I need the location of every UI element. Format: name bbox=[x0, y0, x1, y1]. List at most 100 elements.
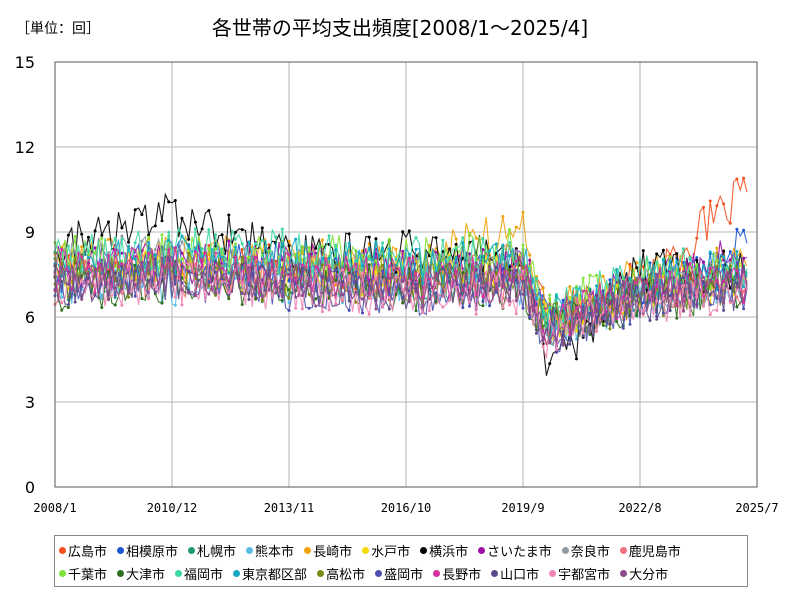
data-point bbox=[153, 290, 157, 294]
data-point bbox=[73, 235, 77, 238]
data-point bbox=[193, 227, 197, 231]
series-大分市 bbox=[53, 255, 748, 347]
data-point bbox=[514, 225, 518, 229]
data-point bbox=[220, 233, 224, 237]
data-point bbox=[220, 280, 224, 284]
data-point bbox=[254, 281, 258, 285]
data-point bbox=[341, 280, 344, 284]
data-point bbox=[227, 264, 231, 268]
data-point bbox=[367, 284, 371, 288]
legend-marker-icon bbox=[175, 570, 183, 577]
data-point bbox=[200, 255, 204, 259]
data-point bbox=[514, 259, 518, 263]
data-point bbox=[715, 279, 719, 283]
legend-marker-icon bbox=[362, 547, 370, 554]
data-point bbox=[708, 286, 712, 290]
data-point bbox=[93, 267, 97, 271]
data-point bbox=[347, 232, 351, 236]
legend-marker-icon bbox=[433, 570, 441, 577]
data-point bbox=[534, 313, 538, 317]
data-point bbox=[193, 262, 197, 266]
data-point bbox=[454, 242, 458, 246]
data-point bbox=[220, 274, 224, 277]
data-point bbox=[661, 311, 665, 315]
data-point bbox=[601, 274, 605, 278]
data-point bbox=[260, 284, 264, 288]
data-point bbox=[267, 249, 271, 253]
data-point bbox=[147, 260, 151, 264]
data-point bbox=[60, 308, 64, 312]
data-point bbox=[214, 280, 217, 284]
data-point bbox=[508, 268, 512, 272]
data-point bbox=[66, 303, 70, 307]
data-point bbox=[113, 248, 117, 252]
data-point bbox=[127, 291, 130, 295]
data-point bbox=[695, 279, 699, 283]
data-point bbox=[575, 287, 578, 291]
data-point bbox=[394, 273, 398, 277]
series-line bbox=[54, 235, 748, 341]
data-point bbox=[247, 253, 251, 257]
data-point bbox=[347, 290, 351, 293]
legend-marker-icon bbox=[246, 547, 254, 554]
data-point bbox=[641, 313, 645, 316]
data-point bbox=[461, 256, 465, 260]
x-tick-label: 2016/10 bbox=[381, 501, 432, 515]
data-point bbox=[220, 277, 224, 281]
data-point bbox=[320, 310, 324, 314]
data-point bbox=[407, 229, 411, 233]
data-point bbox=[488, 265, 492, 268]
data-point bbox=[200, 265, 204, 269]
data-point bbox=[441, 271, 445, 275]
data-point bbox=[327, 308, 331, 312]
data-point bbox=[60, 295, 64, 299]
data-point bbox=[688, 271, 692, 275]
data-point bbox=[267, 279, 271, 283]
data-point bbox=[534, 276, 538, 280]
data-point bbox=[722, 202, 726, 206]
data-point bbox=[187, 245, 191, 248]
data-point bbox=[581, 316, 585, 320]
data-point bbox=[648, 290, 652, 294]
data-point bbox=[675, 272, 679, 276]
data-point bbox=[648, 298, 652, 302]
data-point bbox=[528, 253, 532, 257]
data-point bbox=[534, 306, 538, 310]
data-point bbox=[494, 279, 498, 283]
data-point bbox=[742, 301, 746, 305]
data-point bbox=[100, 236, 104, 240]
data-point bbox=[387, 238, 391, 241]
data-point bbox=[575, 314, 578, 318]
data-point bbox=[167, 238, 171, 242]
data-point bbox=[234, 242, 237, 246]
data-point bbox=[702, 205, 705, 209]
data-point bbox=[401, 280, 405, 283]
y-tick-label: 6 bbox=[25, 308, 35, 327]
data-point bbox=[361, 293, 364, 297]
data-point bbox=[735, 269, 739, 273]
legend-item: 千葉市 bbox=[59, 562, 107, 585]
data-point bbox=[548, 293, 552, 297]
data-point bbox=[501, 263, 505, 267]
data-point bbox=[180, 216, 184, 220]
data-point bbox=[367, 312, 371, 316]
legend-item: 大分市 bbox=[620, 562, 668, 585]
data-point bbox=[274, 259, 278, 263]
legend-label: 相模原市 bbox=[126, 545, 179, 560]
data-point bbox=[722, 263, 726, 267]
data-point bbox=[454, 264, 458, 268]
data-point bbox=[595, 273, 598, 277]
data-point bbox=[735, 295, 739, 299]
data-point bbox=[608, 284, 612, 288]
data-point bbox=[675, 277, 679, 281]
data-point bbox=[354, 284, 358, 288]
data-point bbox=[708, 261, 712, 265]
data-point bbox=[314, 265, 318, 268]
data-point bbox=[127, 244, 130, 248]
data-point bbox=[314, 269, 318, 273]
data-point bbox=[93, 246, 97, 250]
data-point bbox=[601, 315, 605, 319]
data-point bbox=[728, 279, 732, 283]
data-point bbox=[481, 237, 485, 240]
data-point bbox=[80, 232, 84, 236]
